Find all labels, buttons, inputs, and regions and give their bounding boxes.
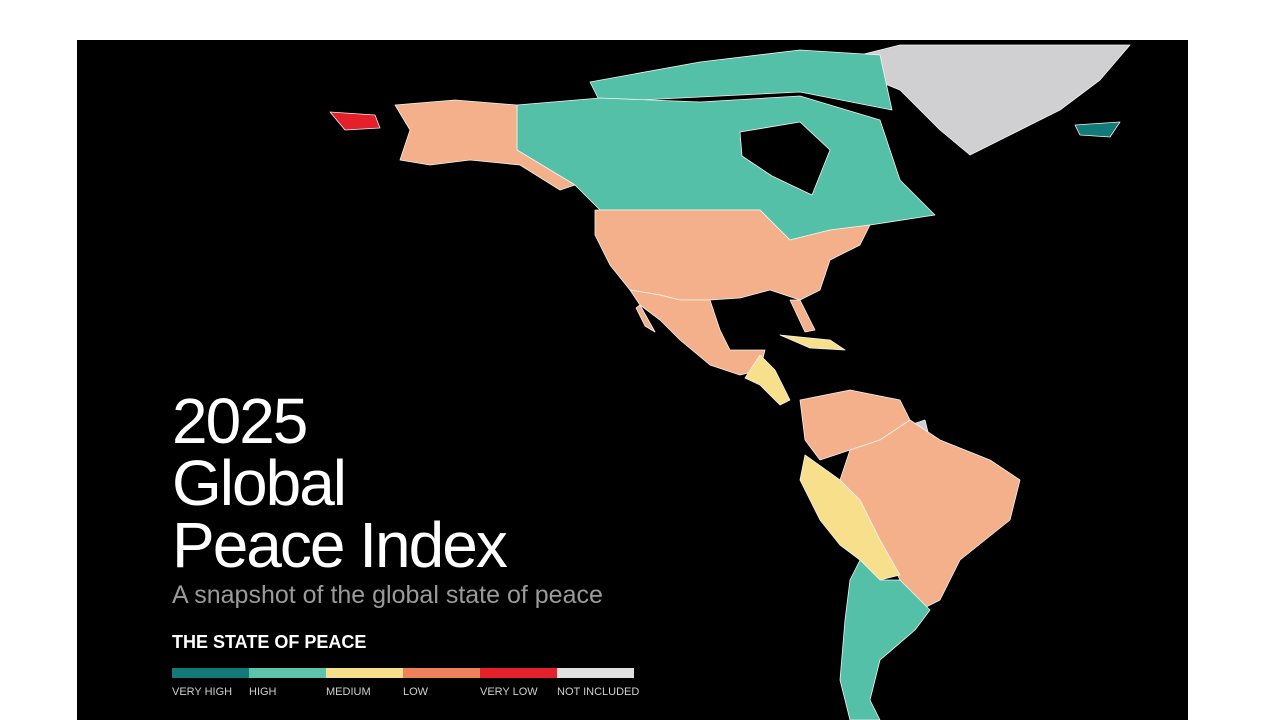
subtitle: A snapshot of the global state of peace bbox=[172, 581, 603, 609]
hudson-bay bbox=[739, 121, 831, 196]
legend-swatch bbox=[480, 668, 557, 678]
legend-label: MEDIUM bbox=[326, 686, 371, 698]
russia-tip bbox=[329, 111, 381, 131]
legend-label: VERY HIGH bbox=[172, 686, 232, 698]
legend-swatch bbox=[403, 668, 480, 678]
legend-label: VERY LOW bbox=[480, 686, 538, 698]
legend-label: NOT INCLUDED bbox=[557, 686, 639, 698]
legend: VERY HIGH HIGH MEDIUM LOW VERY LOW NOT INCLUD… bbox=[172, 668, 639, 698]
legend-swatch bbox=[172, 668, 249, 678]
chile-argentina bbox=[839, 559, 931, 720]
title-line: 2025 bbox=[172, 385, 306, 457]
legend-title: THE STATE OF PEACE bbox=[172, 632, 366, 652]
legend-swatch bbox=[557, 668, 634, 678]
title-line: Global bbox=[172, 447, 345, 519]
title-line: Peace Index bbox=[172, 509, 508, 581]
legend-swatch bbox=[249, 668, 326, 678]
legend-label: LOW bbox=[403, 686, 429, 698]
legend-label: HIGH bbox=[249, 686, 277, 698]
central-america bbox=[744, 354, 791, 406]
alaska bbox=[394, 99, 576, 191]
baja bbox=[635, 304, 656, 333]
map bbox=[329, 44, 1131, 720]
iceland bbox=[1074, 121, 1121, 138]
cuba bbox=[779, 334, 846, 351]
florida bbox=[789, 299, 816, 333]
legend-swatch bbox=[326, 668, 403, 678]
